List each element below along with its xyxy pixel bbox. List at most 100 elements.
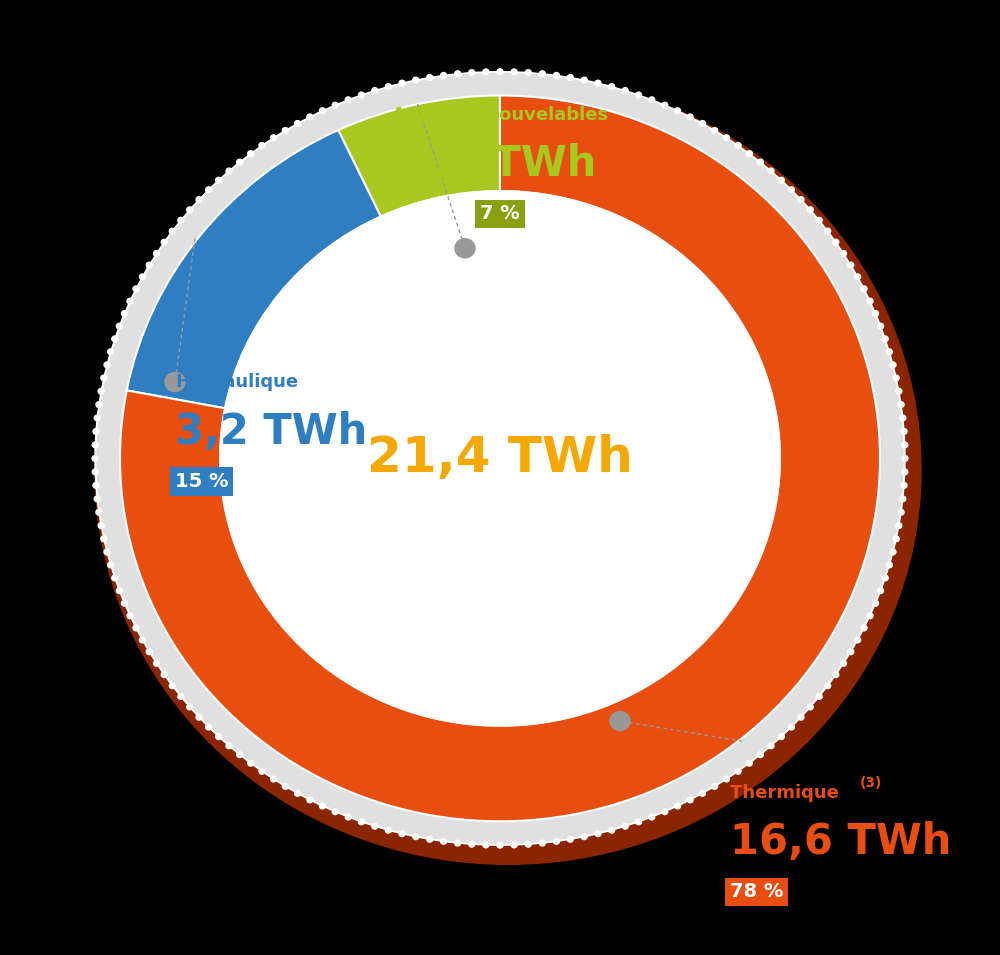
Circle shape xyxy=(798,714,804,720)
Circle shape xyxy=(93,482,99,488)
Circle shape xyxy=(243,217,773,723)
Circle shape xyxy=(675,108,681,114)
Circle shape xyxy=(178,218,184,223)
Circle shape xyxy=(271,135,277,140)
Circle shape xyxy=(902,442,908,448)
Circle shape xyxy=(427,837,433,842)
Circle shape xyxy=(187,207,193,213)
Circle shape xyxy=(196,197,202,202)
Circle shape xyxy=(295,120,301,126)
Circle shape xyxy=(898,509,904,515)
Circle shape xyxy=(816,693,822,699)
Circle shape xyxy=(469,841,475,847)
Circle shape xyxy=(825,683,831,689)
Circle shape xyxy=(778,178,784,183)
Circle shape xyxy=(226,168,232,174)
Circle shape xyxy=(898,402,904,408)
Circle shape xyxy=(196,714,202,720)
Circle shape xyxy=(735,769,741,775)
Circle shape xyxy=(307,114,313,119)
Circle shape xyxy=(455,840,461,846)
Text: 7 %: 7 % xyxy=(480,204,520,223)
Circle shape xyxy=(127,298,133,304)
Circle shape xyxy=(133,626,139,631)
Circle shape xyxy=(259,769,265,775)
Circle shape xyxy=(358,92,364,97)
Circle shape xyxy=(735,142,741,148)
Circle shape xyxy=(893,375,899,381)
Circle shape xyxy=(146,649,152,655)
Circle shape xyxy=(807,704,813,710)
Circle shape xyxy=(902,469,908,475)
Text: 78 %: 78 % xyxy=(730,882,783,902)
Circle shape xyxy=(567,837,573,842)
Circle shape xyxy=(226,743,232,749)
Circle shape xyxy=(890,549,896,555)
Circle shape xyxy=(112,336,118,342)
Circle shape xyxy=(116,588,122,594)
Circle shape xyxy=(101,375,107,381)
Circle shape xyxy=(855,274,861,280)
Circle shape xyxy=(154,661,160,667)
Circle shape xyxy=(385,84,391,90)
Circle shape xyxy=(294,791,300,796)
Circle shape xyxy=(139,274,145,280)
Circle shape xyxy=(161,671,167,677)
Circle shape xyxy=(873,601,879,606)
Circle shape xyxy=(878,323,884,329)
Circle shape xyxy=(746,151,752,157)
Circle shape xyxy=(104,549,110,555)
Circle shape xyxy=(178,693,184,699)
Circle shape xyxy=(525,70,531,75)
Circle shape xyxy=(108,349,114,354)
Circle shape xyxy=(896,389,902,394)
Wedge shape xyxy=(127,130,381,409)
Circle shape xyxy=(816,218,822,223)
Text: Autres renouvelables: Autres renouvelables xyxy=(392,106,608,123)
Circle shape xyxy=(768,168,774,174)
Circle shape xyxy=(469,70,475,75)
Circle shape xyxy=(662,102,668,108)
Text: 3,2 TWh: 3,2 TWh xyxy=(175,411,367,453)
Circle shape xyxy=(259,142,265,148)
Circle shape xyxy=(636,819,642,825)
Circle shape xyxy=(609,84,615,90)
Circle shape xyxy=(553,73,559,78)
Circle shape xyxy=(282,128,288,134)
Circle shape xyxy=(96,509,102,515)
Circle shape xyxy=(116,323,122,329)
Circle shape xyxy=(855,637,861,643)
Circle shape xyxy=(900,496,906,501)
Circle shape xyxy=(840,661,846,667)
Circle shape xyxy=(399,80,405,86)
Circle shape xyxy=(121,310,127,316)
Circle shape xyxy=(882,575,888,581)
Circle shape xyxy=(511,842,517,848)
Circle shape xyxy=(700,791,706,796)
Circle shape xyxy=(248,151,254,157)
Text: Thermique: Thermique xyxy=(730,784,845,801)
Text: 21,4 TWh: 21,4 TWh xyxy=(367,435,633,482)
Circle shape xyxy=(833,240,839,245)
Circle shape xyxy=(878,588,884,594)
Circle shape xyxy=(567,74,573,80)
Circle shape xyxy=(332,102,338,108)
Circle shape xyxy=(712,128,718,134)
Circle shape xyxy=(595,831,601,837)
Circle shape xyxy=(95,75,921,864)
Circle shape xyxy=(216,178,222,183)
Circle shape xyxy=(483,842,489,848)
Circle shape xyxy=(307,797,313,803)
Circle shape xyxy=(890,362,896,368)
Text: (3): (3) xyxy=(860,776,882,790)
Circle shape xyxy=(455,71,461,76)
Circle shape xyxy=(385,827,391,833)
Circle shape xyxy=(497,842,503,848)
Circle shape xyxy=(609,827,615,833)
Circle shape xyxy=(723,776,729,782)
Circle shape xyxy=(723,135,729,140)
Circle shape xyxy=(712,783,718,789)
Circle shape xyxy=(413,834,419,839)
Circle shape xyxy=(833,671,839,677)
Circle shape xyxy=(649,815,655,820)
